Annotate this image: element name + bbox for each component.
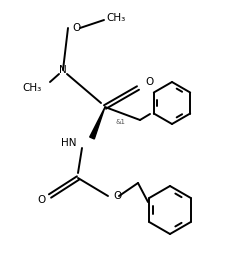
Text: HN: HN xyxy=(61,138,77,148)
Text: &1: &1 xyxy=(115,119,125,125)
Polygon shape xyxy=(90,107,105,139)
Text: CH₃: CH₃ xyxy=(22,83,42,93)
Text: O: O xyxy=(113,191,121,201)
Text: CH₃: CH₃ xyxy=(106,13,125,23)
Text: O: O xyxy=(37,195,45,205)
Text: O: O xyxy=(146,77,154,87)
Text: O: O xyxy=(72,23,80,33)
Text: N: N xyxy=(59,65,67,75)
